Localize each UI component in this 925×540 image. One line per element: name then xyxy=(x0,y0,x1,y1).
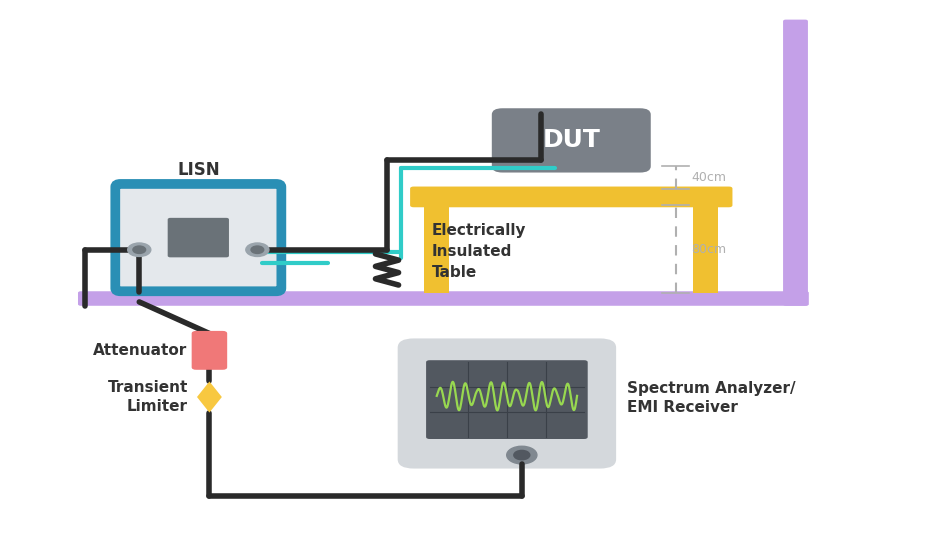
Text: LISN: LISN xyxy=(177,161,219,179)
FancyBboxPatch shape xyxy=(191,331,228,370)
Circle shape xyxy=(133,246,145,253)
Text: Spectrum Analyzer/
EMI Receiver: Spectrum Analyzer/ EMI Receiver xyxy=(627,381,796,415)
FancyBboxPatch shape xyxy=(116,184,281,291)
Circle shape xyxy=(246,243,269,256)
FancyBboxPatch shape xyxy=(492,108,651,173)
Circle shape xyxy=(513,450,530,460)
FancyBboxPatch shape xyxy=(398,339,616,469)
FancyBboxPatch shape xyxy=(426,360,587,439)
FancyBboxPatch shape xyxy=(410,186,733,207)
FancyBboxPatch shape xyxy=(783,19,808,306)
FancyBboxPatch shape xyxy=(78,291,808,306)
Text: Electrically
Insulated
Table: Electrically Insulated Table xyxy=(431,224,526,280)
FancyBboxPatch shape xyxy=(167,218,229,258)
Bar xyxy=(425,205,450,293)
Polygon shape xyxy=(197,381,222,413)
Circle shape xyxy=(251,246,264,253)
Text: Transient
Limiter: Transient Limiter xyxy=(107,380,188,414)
Text: 40cm: 40cm xyxy=(692,171,727,184)
Circle shape xyxy=(128,243,151,256)
Text: Attenuator: Attenuator xyxy=(93,343,187,358)
Circle shape xyxy=(507,446,536,464)
Bar xyxy=(694,205,718,293)
Text: DUT: DUT xyxy=(542,129,600,152)
Text: 80cm: 80cm xyxy=(692,242,727,255)
